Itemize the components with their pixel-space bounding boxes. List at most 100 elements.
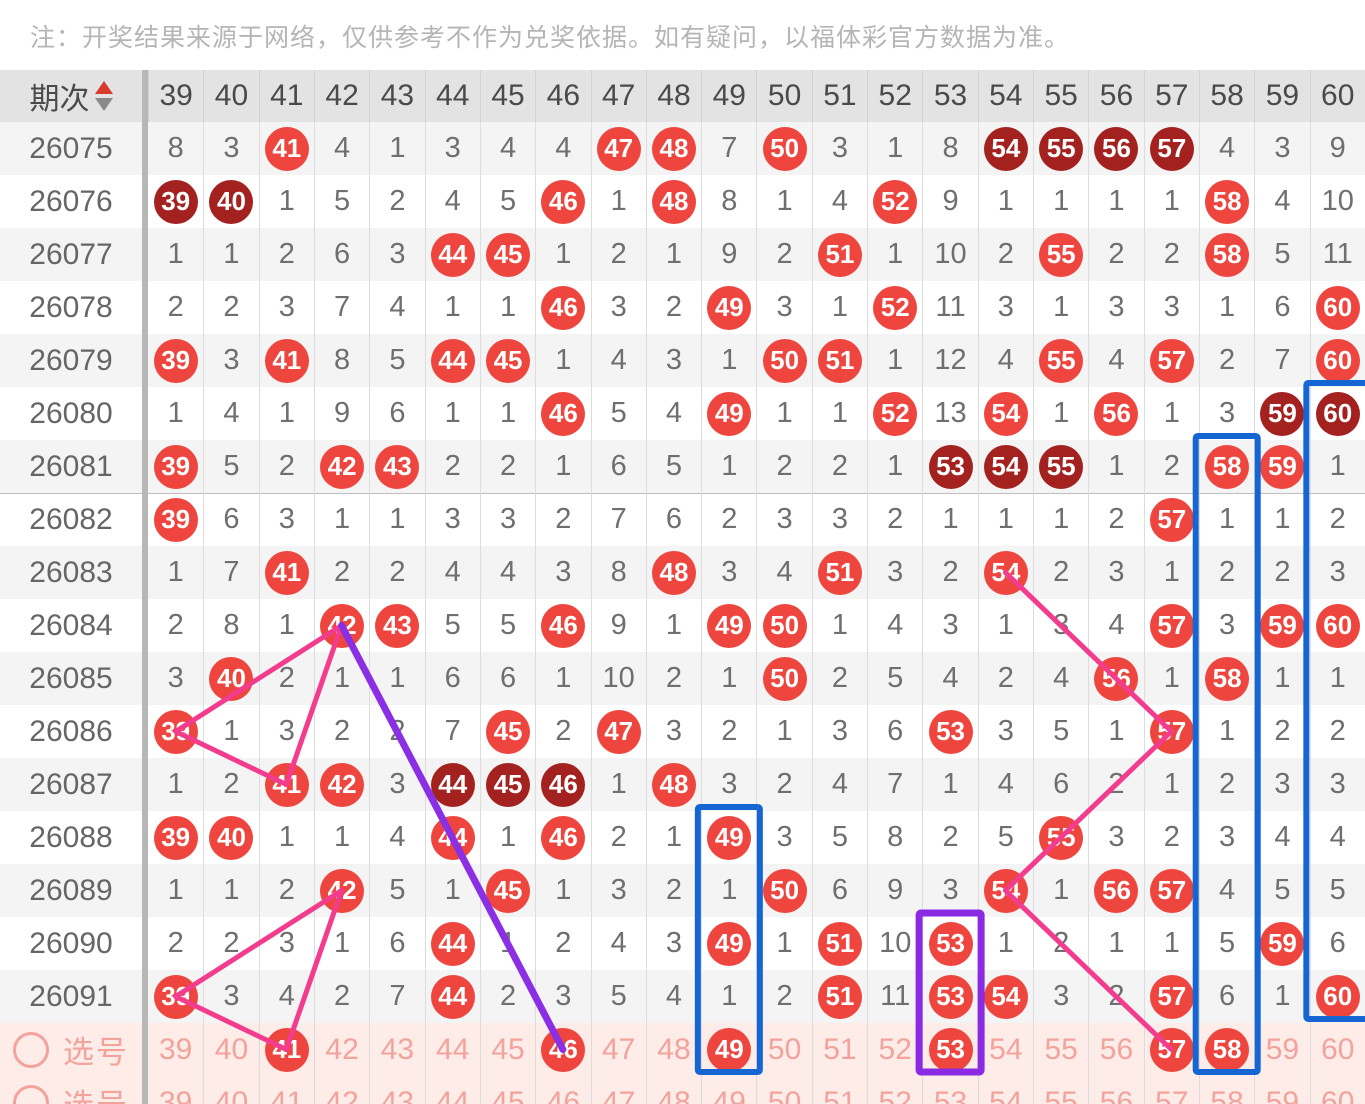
miss-count-cell: 3: [258, 917, 314, 970]
ball-cell[interactable]: 49: [701, 1023, 756, 1076]
pick-number[interactable]: 50: [756, 1076, 811, 1104]
drawn-ball-53[interactable]: 53: [928, 1027, 973, 1072]
pick-number[interactable]: 56: [1088, 1076, 1143, 1104]
pick-number[interactable]: 55: [1033, 1076, 1088, 1104]
miss-count-cell: 1: [479, 917, 535, 970]
miss-count-cell: 2: [977, 228, 1033, 281]
pick-number[interactable]: 39: [158, 1032, 193, 1066]
pick-number[interactable]: 45: [479, 1023, 535, 1076]
ball-cell[interactable]: 53: [922, 1023, 977, 1076]
pick-row-radio-icon[interactable]: [13, 1084, 49, 1104]
pick-number[interactable]: 49: [701, 1076, 756, 1104]
pick-row-header[interactable]: 选号: [0, 1076, 142, 1104]
pick-number[interactable]: 44: [424, 1076, 480, 1104]
miss-count-cell: 3: [867, 546, 922, 599]
pick-number[interactable]: 53: [922, 1076, 977, 1104]
ball-cell: 45: [479, 228, 535, 281]
pick-row-header[interactable]: 选号: [0, 1023, 142, 1076]
ball-cell: 49: [701, 281, 756, 334]
drawn-ball-58[interactable]: 58: [1205, 1027, 1250, 1072]
pick-number[interactable]: 58: [1198, 1076, 1254, 1104]
ball-cell: 44: [424, 334, 480, 387]
repeat-ball-46: 46: [541, 762, 586, 807]
drawn-ball-52: 52: [873, 179, 918, 224]
pick-number[interactable]: 44: [424, 1023, 480, 1076]
column-divider: [142, 705, 148, 758]
repeat-ball-54: 54: [983, 126, 1028, 171]
miss-count-cell: 6: [811, 864, 867, 917]
draw-row-26086: 26086 39 1 3 2 2 7 45 2 47 3 2 1 3 6 53 3 5 1 57 1 2 2: [0, 705, 1365, 758]
draw-row-26077: 26077 1 1 2 6 3 44 45 1 2 1 9 2 51 1 10 2 55 2 2 58 5 11: [0, 228, 1365, 281]
ball-cell: 46: [535, 281, 590, 334]
pick-number[interactable]: 57: [1143, 1076, 1199, 1104]
drawn-ball-48: 48: [651, 550, 696, 595]
drawn-ball-46[interactable]: 46: [541, 1027, 586, 1072]
ball-cell: 52: [867, 387, 922, 440]
pick-number[interactable]: 46: [535, 1076, 590, 1104]
pick-number[interactable]: 60: [1309, 1076, 1365, 1104]
pick-number[interactable]: 45: [479, 1076, 535, 1104]
miss-count-cell: 3: [701, 758, 756, 811]
miss-count-cell: 6: [369, 917, 424, 970]
drawn-ball-46: 46: [541, 815, 586, 860]
drawn-ball-41[interactable]: 41: [264, 1027, 309, 1072]
miss-count-cell: 6: [645, 493, 701, 546]
miss-count-cell: 9: [867, 864, 922, 917]
ball-cell: 50: [756, 122, 811, 175]
drawn-ball-57[interactable]: 57: [1149, 1027, 1194, 1072]
drawn-ball-42: 42: [320, 444, 365, 489]
ball-cell[interactable]: 58: [1198, 1023, 1254, 1076]
sort-asc-desc-icon[interactable]: [94, 81, 113, 111]
pick-number[interactable]: 55: [1033, 1023, 1088, 1076]
pick-number[interactable]: 48: [645, 1076, 701, 1104]
miss-count-cell: 1: [167, 768, 184, 800]
draw-row-26082: 26082 39 6 3 1 1 3 3 2 7 6 2 3 3 2 1 1 1 2 57 1 1 2: [0, 493, 1365, 546]
pick-number[interactable]: 56: [1088, 1023, 1143, 1076]
pick-number[interactable]: 47: [590, 1076, 646, 1104]
drawn-ball-49[interactable]: 49: [707, 1027, 752, 1072]
pick-number[interactable]: 54: [977, 1023, 1033, 1076]
pick-number[interactable]: 59: [1254, 1076, 1309, 1104]
pick-number[interactable]: 39: [158, 1085, 193, 1104]
miss-count-cell: 3: [590, 864, 646, 917]
drawn-ball-49: 49: [707, 921, 752, 966]
pick-number[interactable]: 50: [756, 1023, 811, 1076]
miss-count-cell: 1: [424, 281, 480, 334]
miss-count-cell: 2: [258, 864, 314, 917]
drawn-ball-46: 46: [541, 285, 586, 330]
miss-count-cell: 3: [1088, 811, 1143, 864]
pick-number[interactable]: 40: [203, 1076, 258, 1104]
miss-count-cell: 1: [535, 334, 590, 387]
ball-cell[interactable]: 46: [535, 1023, 590, 1076]
pick-number[interactable]: 42: [313, 1076, 369, 1104]
pick-number[interactable]: 54: [977, 1076, 1033, 1104]
miss-count-cell: 1: [258, 387, 314, 440]
pick-number[interactable]: 51: [811, 1076, 867, 1104]
miss-count-cell: 1: [977, 599, 1033, 652]
ball-cell: 51: [811, 228, 867, 281]
ball-cell[interactable]: 57: [1143, 1023, 1199, 1076]
pick-row-radio-icon[interactable]: [13, 1031, 49, 1068]
pick-number[interactable]: 42: [313, 1023, 369, 1076]
pick-number[interactable]: 47: [590, 1023, 646, 1076]
pick-number[interactable]: 48: [645, 1023, 701, 1076]
pick-number[interactable]: 52: [867, 1023, 922, 1076]
pick-number[interactable]: 52: [867, 1076, 922, 1104]
pick-number[interactable]: 40: [203, 1023, 258, 1076]
pick-number[interactable]: 51: [811, 1023, 867, 1076]
pick-number[interactable]: 43: [369, 1076, 424, 1104]
pick-number[interactable]: 59: [1254, 1023, 1309, 1076]
miss-count-cell: 9: [1309, 122, 1365, 175]
ball-cell: 39: [148, 175, 203, 228]
pick-number[interactable]: 41: [258, 1076, 314, 1104]
miss-count-cell: 5: [867, 652, 922, 705]
ball-cell: 51: [811, 334, 867, 387]
pick-number[interactable]: 43: [369, 1023, 424, 1076]
draw-row-26084: 26084 2 8 1 42 43 5 5 46 9 1 49 50 1 4 3 1 3 4 57 3 59 60: [0, 599, 1365, 652]
period-sort-header[interactable]: 期次: [0, 70, 142, 122]
ball-cell: 48: [645, 175, 701, 228]
miss-count-cell: 5: [1033, 705, 1088, 758]
ball-cell[interactable]: 41: [258, 1023, 314, 1076]
miss-count-cell: 2: [1033, 917, 1088, 970]
pick-number[interactable]: 60: [1309, 1023, 1365, 1076]
